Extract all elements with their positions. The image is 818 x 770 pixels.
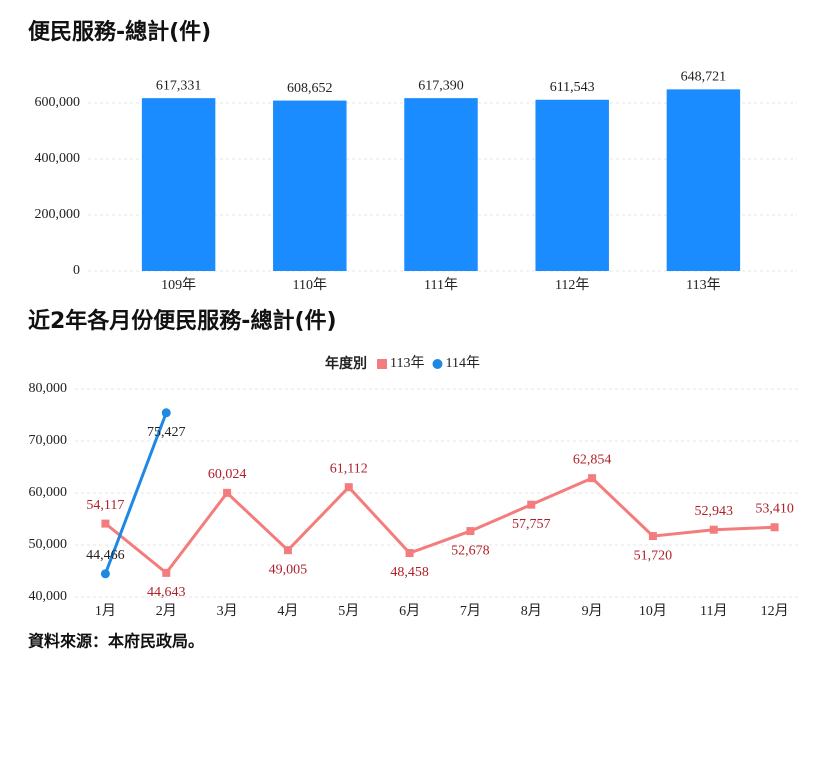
y-tick-label: 80,000 — [29, 381, 68, 396]
chart-title: 便民服務-總計(件) — [28, 19, 211, 45]
bar — [404, 98, 478, 271]
data-label: 49,005 — [269, 562, 308, 577]
x-tick-label: 5月 — [338, 603, 359, 619]
x-tick-label: 9月 — [582, 603, 603, 619]
data-label: 48,458 — [390, 565, 429, 580]
x-tick-label: 3月 — [217, 603, 238, 619]
x-tick-label: 4月 — [277, 603, 298, 619]
marker — [223, 488, 232, 497]
x-tick-label: 112年 — [555, 277, 589, 293]
marker — [527, 500, 536, 509]
data-label: 44,643 — [147, 585, 186, 600]
data-label: 617,390 — [418, 78, 464, 93]
y-tick-label: 60,000 — [29, 485, 68, 500]
x-tick-label: 109年 — [161, 277, 196, 293]
x-tick-label: 11月 — [700, 603, 727, 619]
marker — [405, 549, 414, 558]
marker — [770, 523, 779, 532]
data-label: 611,543 — [550, 80, 595, 95]
line — [104, 476, 775, 575]
legend-swatch — [377, 359, 387, 369]
data-label: 51,720 — [634, 548, 673, 563]
x-tick-label: 110年 — [293, 277, 327, 293]
marker — [588, 474, 597, 483]
x-tick-label: 113年 — [686, 277, 720, 293]
bar — [666, 89, 741, 271]
legend-swatch — [432, 359, 443, 369]
data-label: 648,721 — [681, 70, 727, 85]
x-tick-label: 12月 — [761, 603, 789, 619]
data-label: 608,652 — [287, 81, 333, 96]
marker — [100, 569, 110, 579]
chart-title: 近2年各月份便民服務-總計(件) — [28, 308, 337, 334]
data-label: 75,427 — [147, 425, 186, 440]
x-tick-label: 1月 — [95, 603, 116, 619]
data-label: 44,466 — [86, 548, 125, 563]
data-label: 60,024 — [208, 467, 247, 482]
marker — [709, 525, 718, 534]
data-label: 62,854 — [573, 452, 612, 467]
bar — [535, 99, 609, 271]
y-tick-label: 0 — [73, 263, 80, 278]
source: 資料來源：本府民政局。 — [28, 632, 204, 651]
legend-title: 年度別 — [325, 355, 367, 372]
marker — [162, 568, 171, 577]
marker — [648, 532, 657, 541]
x-tick-label: 10月 — [639, 603, 667, 619]
marker — [344, 483, 353, 492]
marker — [161, 408, 171, 418]
data-label: 61,112 — [330, 461, 368, 476]
x-tick-label: 111年 — [424, 277, 458, 293]
legend-label: 114年 — [445, 355, 479, 371]
marker — [101, 519, 110, 528]
legend-label: 113年 — [390, 355, 424, 371]
data-label: 54,117 — [86, 498, 124, 513]
data-label: 52,678 — [451, 543, 490, 558]
x-tick-label: 6月 — [399, 603, 420, 619]
y-tick-label: 50,000 — [29, 537, 68, 552]
x-tick-label: 8月 — [521, 603, 542, 619]
y-tick-label: 200,000 — [35, 207, 81, 222]
x-tick-label: 7月 — [460, 603, 481, 619]
data-label: 53,410 — [755, 501, 794, 516]
y-tick-label: 70,000 — [29, 433, 68, 448]
data-label: 52,943 — [695, 504, 734, 519]
y-tick-label: 40,000 — [29, 589, 68, 604]
y-tick-label: 400,000 — [35, 151, 81, 166]
bar — [273, 100, 347, 271]
data-label: 617,331 — [156, 78, 202, 93]
x-tick-label: 2月 — [156, 603, 177, 619]
bar — [141, 98, 216, 271]
line — [104, 412, 168, 575]
marker — [283, 546, 292, 555]
data-label: 57,757 — [512, 517, 551, 532]
marker — [466, 527, 475, 536]
y-tick-label: 600,000 — [35, 95, 81, 110]
